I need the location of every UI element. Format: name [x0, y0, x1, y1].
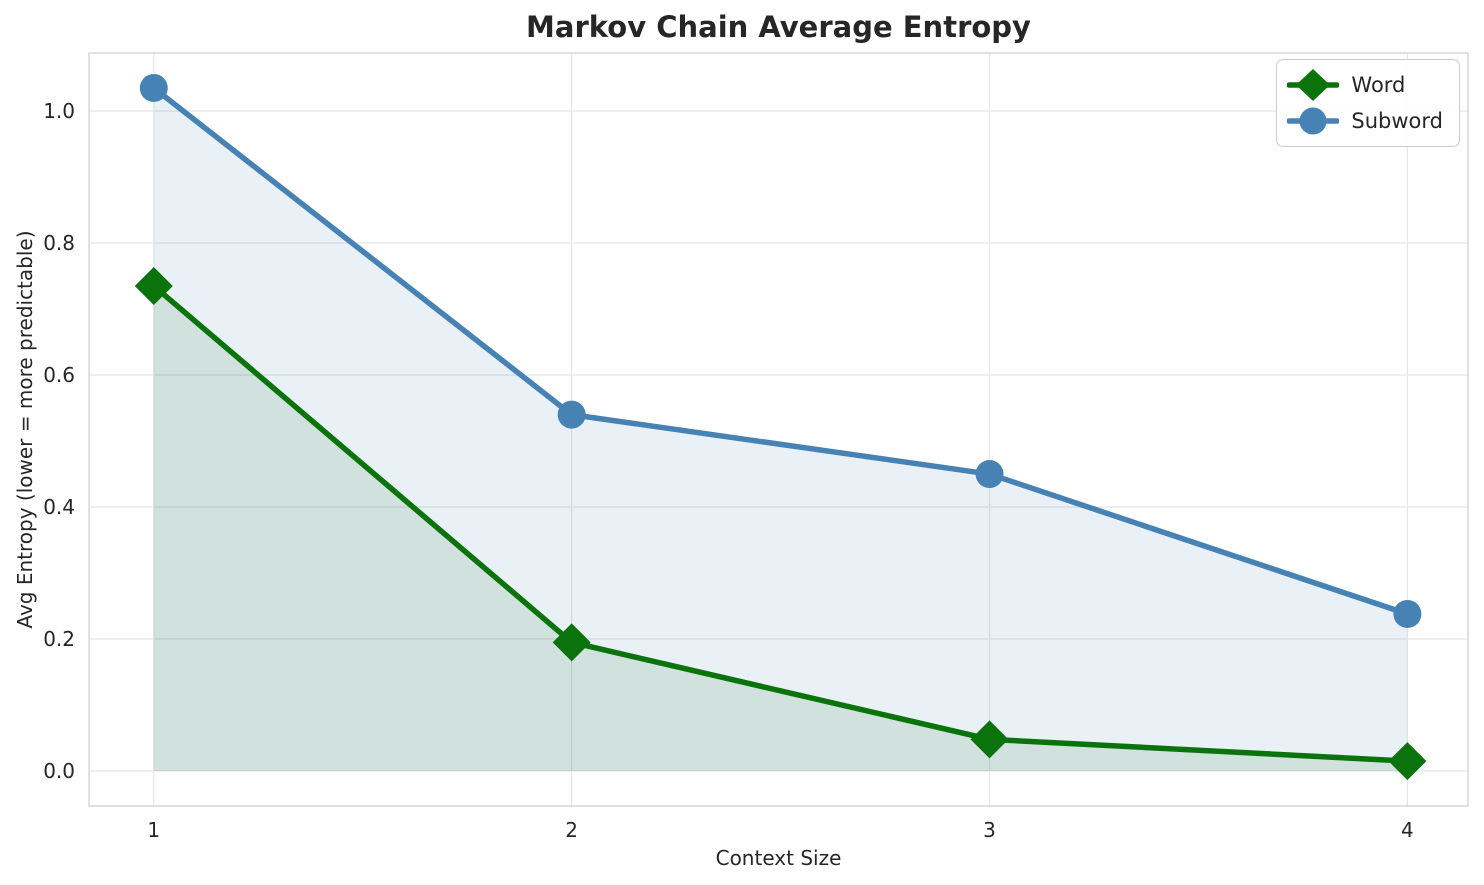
series-markers-subword [139, 73, 1422, 628]
y-tick-label: 0.0 [43, 759, 75, 783]
legend-label: Word [1351, 73, 1406, 97]
legend-item-word: Word [1287, 69, 1443, 101]
gridlines [89, 53, 1468, 806]
data-point [975, 460, 1004, 489]
y-tick-label: 0.2 [43, 627, 75, 651]
series-line-subword [151, 85, 1411, 617]
data-point [552, 623, 591, 662]
y-tick-label: 0.6 [43, 363, 75, 387]
tick-labels: 0.0 0.2 0.4 0.6 0.8 1.0 1 2 3 4 [43, 99, 1414, 842]
data-point [557, 400, 586, 429]
data-point [970, 720, 1009, 759]
area-fill-subword [153, 87, 1408, 772]
data-point [1388, 742, 1427, 781]
data-point [139, 73, 168, 102]
series-line-word [151, 283, 1411, 764]
x-tick-label: 3 [983, 818, 996, 842]
legend: Word Subword [1276, 59, 1460, 147]
series-markers-word [134, 266, 1427, 781]
plot-border [88, 52, 1469, 807]
legend-item-subword: Subword [1287, 105, 1443, 137]
area-fill-word [153, 285, 1408, 772]
x-axis-label: Context Size [715, 846, 842, 870]
x-tick-label: 4 [1401, 818, 1414, 842]
legend-label: Subword [1351, 109, 1443, 133]
diamond-marker-icon [1287, 69, 1340, 101]
y-tick-label: 0.4 [43, 495, 75, 519]
y-tick-label: 1.0 [43, 99, 75, 123]
data-point [1393, 599, 1422, 628]
x-tick-label: 2 [565, 818, 578, 842]
y-tick-label: 0.8 [43, 231, 75, 255]
chart-title: Markov Chain Average Entropy [526, 10, 1031, 44]
y-axis-label: Avg Entropy (lower = more predictable) [13, 230, 37, 629]
data-point [134, 266, 173, 305]
circle-marker-icon [1287, 105, 1340, 137]
x-tick-label: 1 [147, 818, 160, 842]
